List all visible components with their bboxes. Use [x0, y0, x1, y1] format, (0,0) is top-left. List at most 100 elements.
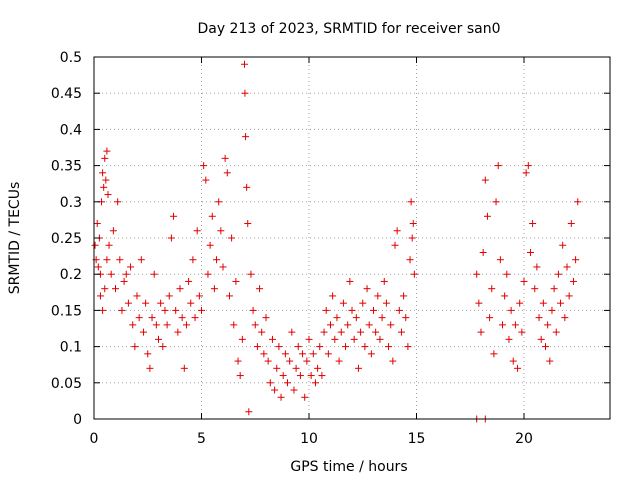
data-point — [492, 198, 500, 206]
data-point — [408, 234, 416, 242]
data-point — [286, 357, 294, 365]
data-point — [236, 372, 244, 380]
data-point — [109, 227, 117, 235]
y-tick-label: 0.45 — [51, 86, 82, 102]
data-point — [511, 321, 519, 329]
data-point — [182, 321, 190, 329]
data-point — [150, 270, 158, 278]
data-point — [284, 379, 291, 387]
data-point — [385, 343, 393, 351]
data-point — [477, 328, 485, 336]
data-point — [172, 306, 180, 314]
data-point — [91, 241, 99, 249]
data-point — [200, 162, 208, 170]
data-point — [268, 335, 276, 343]
data-point — [122, 270, 130, 278]
data-point — [406, 256, 414, 264]
data-point — [279, 372, 287, 380]
data-point — [475, 299, 483, 307]
data-point — [339, 299, 347, 307]
data-point — [215, 198, 223, 206]
x-tick-label: 5 — [197, 431, 206, 447]
x-tick-label: 15 — [408, 431, 426, 447]
data-point — [391, 241, 399, 249]
data-point — [331, 335, 339, 343]
data-point — [546, 357, 554, 365]
data-point — [569, 277, 577, 285]
data-point — [146, 364, 154, 372]
data-point — [292, 364, 300, 372]
data-point — [380, 277, 388, 285]
data-point — [142, 299, 150, 307]
data-point — [139, 328, 147, 336]
data-point — [301, 393, 309, 401]
data-point — [496, 256, 504, 264]
data-point — [114, 198, 122, 206]
data-point — [397, 328, 405, 336]
data-point — [262, 314, 270, 322]
data-point — [561, 314, 569, 322]
data-point — [170, 212, 178, 220]
data-point — [494, 162, 502, 170]
data-point — [210, 285, 218, 293]
data-point — [501, 292, 509, 300]
data-point — [116, 256, 124, 264]
data-point — [404, 343, 412, 351]
data-point — [559, 241, 567, 249]
y-tick-label: 0.25 — [51, 231, 82, 247]
data-point — [370, 306, 377, 314]
chart-title: Day 213 of 2023, SRMTID for receiver san… — [197, 21, 500, 37]
data-point — [127, 263, 135, 271]
data-point — [531, 285, 539, 293]
data-point — [180, 364, 188, 372]
data-point — [307, 372, 315, 380]
y-tick-label: 0 — [73, 412, 82, 428]
data-point — [103, 256, 111, 264]
data-point — [96, 292, 104, 300]
data-point — [357, 328, 365, 336]
data-point — [247, 270, 255, 278]
data-point — [488, 285, 496, 293]
data-point — [309, 350, 317, 358]
data-point — [354, 364, 362, 372]
data-point — [101, 285, 109, 293]
data-point — [221, 154, 229, 162]
data-point — [217, 227, 225, 235]
data-point — [486, 314, 494, 322]
data-point — [409, 220, 417, 228]
axis-ticks: 0 0.05 0.1 0.15 0.2 0.25 0.3 0.35 0.4 0.45 0.5 0 5 10… — [51, 50, 610, 447]
data-point — [258, 328, 266, 336]
data-point — [189, 256, 197, 264]
data-point — [152, 321, 160, 329]
data-point — [365, 321, 373, 329]
data-point — [574, 198, 582, 206]
data-point — [563, 263, 571, 271]
data-point — [266, 379, 274, 387]
y-tick-label: 0.05 — [51, 376, 82, 392]
data-point — [387, 321, 395, 329]
data-point — [204, 270, 212, 278]
data-point — [374, 292, 382, 300]
data-point — [264, 357, 272, 365]
x-axis-label: GPS time / hours — [290, 459, 407, 475]
data-point — [344, 321, 352, 329]
data-point — [238, 335, 246, 343]
data-point — [176, 285, 184, 293]
data-point — [228, 234, 236, 242]
data-point — [135, 314, 143, 322]
data-point — [400, 292, 408, 300]
data-point — [133, 292, 141, 300]
data-point — [516, 299, 524, 307]
data-point — [93, 220, 101, 228]
data-point — [198, 306, 205, 314]
data-point — [244, 220, 252, 228]
data-point — [509, 357, 517, 365]
data-point — [249, 306, 257, 314]
data-point — [288, 328, 296, 336]
data-point — [275, 343, 283, 351]
data-point — [503, 270, 511, 278]
data-point — [193, 227, 201, 235]
data-point — [311, 379, 319, 387]
data-point — [253, 343, 261, 351]
y-axis-label: SRMTID / TECUs — [7, 182, 23, 295]
